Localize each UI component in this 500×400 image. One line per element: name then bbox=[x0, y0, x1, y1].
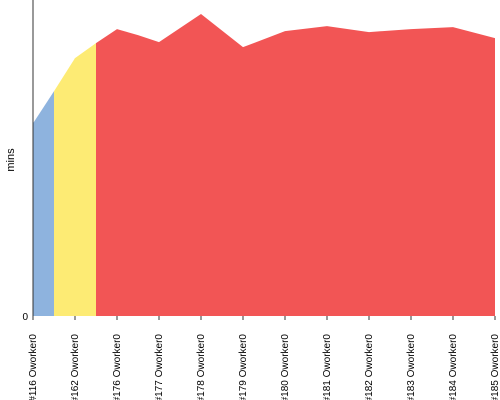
x-tick-label: #184 Oworker0 bbox=[448, 334, 459, 400]
x-tick-label: #162 Oworker0 bbox=[70, 334, 81, 400]
y-tick-label: 0 bbox=[22, 312, 28, 323]
x-tick-labels: #116 Oworker0 #162 Oworker0 #176 Oworker0 #… bbox=[28, 316, 500, 400]
x-tick-label: #179 Oworker0 bbox=[238, 334, 249, 400]
x-tick-label: #180 Oworker0 bbox=[280, 334, 291, 400]
x-tick-label: #183 Oworker0 bbox=[406, 334, 417, 400]
x-tick-label: #177 Oworker0 bbox=[154, 334, 165, 400]
x-tick-label: #181 Oworker0 bbox=[322, 334, 333, 400]
x-tick-label: #185 Oworker0 bbox=[490, 334, 500, 400]
y-ticks: 0 bbox=[22, 312, 28, 323]
area-region-1 bbox=[33, 91, 54, 316]
y-axis-title: mins bbox=[5, 148, 17, 172]
x-tick-label: #182 Oworker0 bbox=[364, 334, 375, 400]
area-region-3 bbox=[96, 14, 495, 316]
area-region-2 bbox=[54, 43, 96, 316]
x-tick-label: #116 Oworker0 bbox=[28, 334, 39, 400]
area-regions bbox=[33, 14, 495, 316]
x-tick-label: #176 Oworker0 bbox=[112, 334, 123, 400]
x-tick-label: #178 Oworker0 bbox=[196, 334, 207, 400]
